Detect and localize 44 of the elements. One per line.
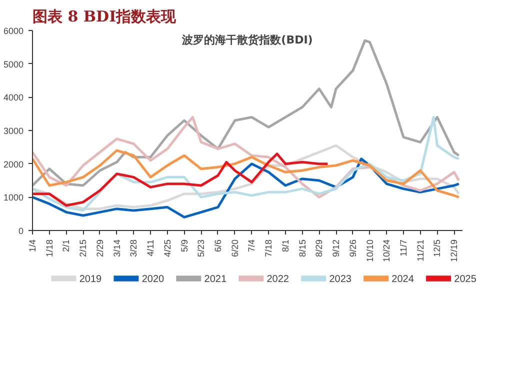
legend-label: 2024 <box>392 274 414 285</box>
legend-label: 2020 <box>142 274 164 285</box>
x-tick-label: 8/1 <box>280 239 290 252</box>
y-tick-label: 0 <box>18 226 24 236</box>
y-tick-label: 1000 <box>3 192 24 203</box>
x-tick-label: 11/7 <box>398 239 408 256</box>
x-tick-label: 12/5 <box>432 239 442 258</box>
y-tick-label: 2000 <box>3 159 24 170</box>
x-tick-label: 10/10 <box>364 239 375 262</box>
x-tick-label: 10/24 <box>382 239 392 262</box>
y-tick-label: 4000 <box>3 92 24 103</box>
x-tick-label: 12/19 <box>449 239 460 262</box>
x-tick-label: 9/26 <box>348 239 358 258</box>
x-tick-label: 4/25 <box>162 239 172 258</box>
x-tick-label: 4/11 <box>146 239 156 256</box>
x-tick-label: 1/4 <box>28 239 38 252</box>
x-tick-label: 7/18 <box>264 239 274 258</box>
legend-label: 2022 <box>266 274 290 285</box>
legend-label: 2023 <box>329 274 352 285</box>
line-series <box>32 149 460 198</box>
legend-label: 2019 <box>79 274 102 285</box>
x-tick-label: 6/6 <box>212 239 223 252</box>
x-tick-label: 6/20 <box>230 239 240 258</box>
x-tick-label: 2/29 <box>94 239 105 258</box>
legend-label: 2025 <box>454 274 477 285</box>
x-tick-label: 3/14 <box>112 239 122 258</box>
x-tick-label: 7/4 <box>246 239 257 252</box>
x-tick-label: 11/21 <box>415 239 426 262</box>
x-tick-label: 8/29 <box>314 239 324 258</box>
x-tick-label: 5/9 <box>179 239 190 252</box>
line-series <box>32 152 329 207</box>
legend-label: 2021 <box>204 274 227 285</box>
y-tick-label: 5000 <box>3 59 24 70</box>
y-tick-label: 6000 <box>3 26 24 36</box>
chart-title: 图表 8 BDI指数表现 <box>32 8 178 26</box>
chart-subtitle: 波罗的海干散货指数(BDI) <box>181 34 313 46</box>
x-tick-label: 3/28 <box>128 239 139 258</box>
x-tick-label: 2/15 <box>78 239 88 258</box>
x-tick-label: 9/12 <box>331 239 342 258</box>
x-tick-label: 5/23 <box>196 239 206 258</box>
x-tick-label: 8/15 <box>297 239 308 258</box>
x-tick-label: 1/18 <box>44 239 54 258</box>
x-tick-label: 2/1 <box>61 239 72 252</box>
y-tick-label: 3000 <box>3 126 24 136</box>
